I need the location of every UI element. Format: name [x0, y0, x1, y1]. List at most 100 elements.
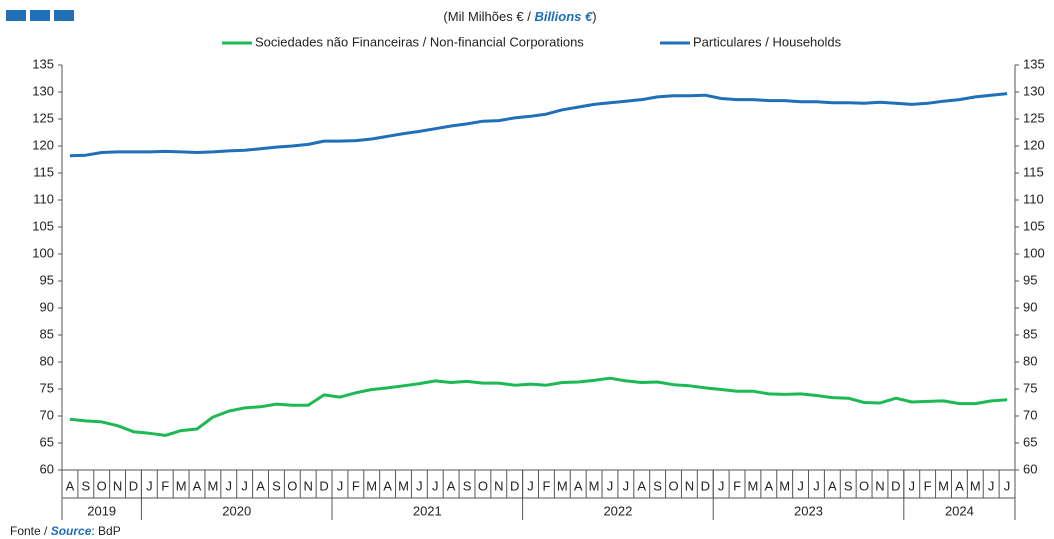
x-tick-label: J — [527, 478, 534, 493]
x-tick-label: N — [113, 478, 122, 493]
y2-tick-label: 115 — [1023, 164, 1044, 179]
y-tick-label: 135 — [32, 56, 54, 71]
year-label: 2024 — [945, 503, 974, 518]
y2-tick-label: 70 — [1023, 407, 1037, 422]
x-tick-label: M — [938, 478, 949, 493]
y-tick-label: 60 — [40, 461, 54, 476]
y2-tick-label: 80 — [1023, 353, 1037, 368]
chart-title: (Mil Milhões € / Billions €) — [443, 9, 596, 24]
y-tick-label: 105 — [32, 218, 54, 233]
y2-tick-label: 95 — [1023, 272, 1037, 287]
source-end: : BdP — [91, 524, 120, 538]
source: Fonte / Source: BdP — [10, 524, 121, 538]
y2-tick-label: 120 — [1023, 137, 1045, 152]
y-tick-label: 125 — [32, 110, 54, 125]
x-tick-label: M — [207, 478, 218, 493]
x-tick-label: N — [494, 478, 503, 493]
y-tick-label: 115 — [33, 164, 54, 179]
x-tick-label: D — [319, 478, 328, 493]
x-tick-label: J — [797, 478, 804, 493]
year-label: 2019 — [87, 503, 116, 518]
y-tick-label: 85 — [40, 326, 54, 341]
x-tick-label: D — [701, 478, 710, 493]
x-tick-label: S — [81, 478, 90, 493]
y2-tick-label: 90 — [1023, 299, 1037, 314]
x-tick-label: F — [161, 478, 169, 493]
x-tick-label: J — [988, 478, 995, 493]
x-tick-label: S — [463, 478, 472, 493]
x-tick-label: J — [416, 478, 423, 493]
year-label: 2021 — [413, 503, 442, 518]
y-tick-label: 110 — [33, 191, 54, 206]
x-tick-label: F — [352, 478, 360, 493]
x-tick-label: J — [226, 478, 233, 493]
title-pt: (Mil Milhões € / — [443, 9, 534, 24]
y-tick-label: 120 — [32, 137, 54, 152]
x-tick-label: M — [970, 478, 981, 493]
x-tick-label: J — [909, 478, 916, 493]
x-tick-label: A — [256, 478, 265, 493]
y2-tick-label: 100 — [1023, 245, 1045, 260]
x-tick-label: A — [574, 478, 583, 493]
x-tick-label: M — [557, 478, 568, 493]
x-tick-label: O — [97, 478, 107, 493]
x-tick-label: J — [146, 478, 153, 493]
year-label: 2020 — [222, 503, 251, 518]
x-tick-label: D — [891, 478, 900, 493]
logo-box — [30, 10, 50, 21]
x-tick-label: M — [366, 478, 377, 493]
x-tick-label: A — [955, 478, 964, 493]
x-tick-label: J — [607, 478, 614, 493]
x-tick-label: J — [337, 478, 344, 493]
source-pt: Fonte / — [10, 524, 51, 538]
x-tick-label: O — [668, 478, 678, 493]
series-line — [69, 376, 1008, 437]
x-tick-label: F — [733, 478, 741, 493]
x-tick-label: O — [859, 478, 869, 493]
x-tick-label: J — [623, 478, 630, 493]
x-tick-label: N — [875, 478, 884, 493]
x-tick-label: A — [828, 478, 837, 493]
y2-tick-label: 130 — [1023, 83, 1045, 98]
year-label: 2023 — [794, 503, 823, 518]
y-tick-label: 80 — [40, 353, 54, 368]
y-tick-label: 70 — [40, 407, 54, 422]
x-tick-label: M — [176, 478, 187, 493]
x-tick-label: M — [398, 478, 409, 493]
x-tick-label: N — [685, 478, 694, 493]
x-tick-label: D — [510, 478, 519, 493]
title-end: ) — [592, 9, 596, 24]
y-tick-label: 75 — [40, 380, 54, 395]
y2-tick-label: 110 — [1023, 191, 1044, 206]
y2-tick-label: 60 — [1023, 461, 1037, 476]
y2-tick-label: 125 — [1023, 110, 1045, 125]
y-tick-label: 90 — [40, 299, 54, 314]
source-en: Source — [51, 524, 92, 538]
x-tick-label: J — [1004, 478, 1011, 493]
series-line — [69, 92, 1008, 158]
x-tick-label: A — [66, 478, 75, 493]
x-tick-label: A — [764, 478, 773, 493]
logo-box — [54, 10, 74, 21]
x-tick-label: J — [241, 478, 248, 493]
x-tick-label: J — [718, 478, 725, 493]
y-tick-label: 95 — [40, 272, 54, 287]
x-tick-label: D — [129, 478, 138, 493]
y2-tick-label: 65 — [1023, 434, 1037, 449]
x-tick-label: S — [844, 478, 853, 493]
year-label: 2022 — [603, 503, 632, 518]
x-tick-label: A — [637, 478, 646, 493]
legend-label: Particulares / Households — [693, 34, 842, 49]
x-tick-label: F — [924, 478, 932, 493]
x-tick-label: M — [589, 478, 600, 493]
x-tick-label: O — [287, 478, 297, 493]
y-tick-label: 130 — [32, 83, 54, 98]
logo-box — [6, 10, 26, 21]
legend-label: Sociedades não Financeiras / Non-financi… — [255, 34, 584, 49]
x-tick-label: A — [447, 478, 456, 493]
x-tick-label: A — [193, 478, 202, 493]
x-tick-label: N — [303, 478, 312, 493]
x-tick-label: O — [478, 478, 488, 493]
y-tick-label: 100 — [32, 245, 54, 260]
